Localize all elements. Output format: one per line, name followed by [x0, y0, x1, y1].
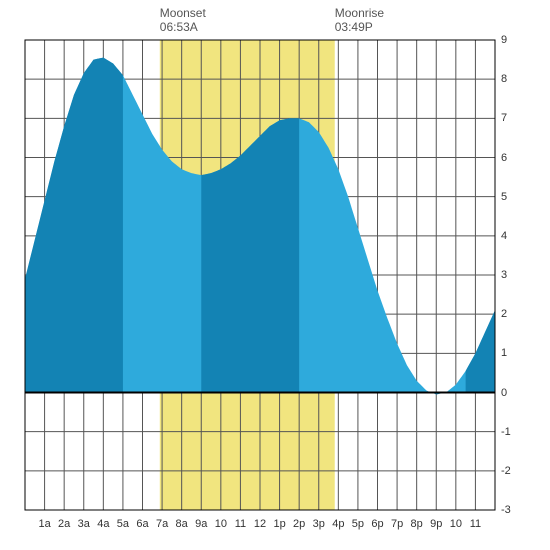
- x-tick-label: 7a: [156, 518, 168, 530]
- x-tick-label: 4a: [97, 518, 109, 530]
- x-tick-label: 8p: [411, 518, 423, 530]
- x-tick-label: 9a: [195, 518, 207, 530]
- moon-event-label: Moonset06:53A: [160, 6, 206, 34]
- x-tick-label: 2p: [293, 518, 305, 530]
- moon-event-label: Moonrise03:49P: [335, 6, 384, 34]
- y-tick-label: 6: [501, 152, 507, 164]
- x-tick-label: 6a: [136, 518, 148, 530]
- y-tick-label: 5: [501, 191, 507, 203]
- moon-event-title: Moonset: [160, 6, 206, 20]
- y-tick-label: 0: [501, 387, 507, 399]
- y-tick-label: 3: [501, 269, 507, 281]
- x-tick-label: 5p: [352, 518, 364, 530]
- x-tick-label: 1a: [38, 518, 50, 530]
- x-tick-label: 10: [215, 518, 227, 530]
- x-tick-label: 3a: [78, 518, 90, 530]
- y-tick-label: -1: [501, 426, 511, 438]
- x-tick-label: 11: [235, 518, 246, 530]
- x-tick-label: 12: [254, 518, 266, 530]
- y-tick-label: 1: [501, 347, 507, 359]
- x-tick-label: 4p: [332, 518, 344, 530]
- x-tick-label: 6p: [371, 518, 383, 530]
- moon-event-time: 03:49P: [335, 20, 384, 34]
- y-tick-label: 4: [501, 230, 507, 242]
- x-tick-label: 8a: [176, 518, 188, 530]
- x-tick-label: 11: [470, 518, 481, 530]
- y-tick-label: -2: [501, 465, 511, 477]
- x-tick-label: 2a: [58, 518, 70, 530]
- y-tick-label: 7: [501, 112, 507, 124]
- chart-canvas: [0, 0, 550, 550]
- x-tick-label: 1p: [273, 518, 285, 530]
- y-tick-label: 8: [501, 73, 507, 85]
- y-tick-label: 2: [501, 308, 507, 320]
- y-tick-label: 9: [501, 34, 507, 46]
- moon-event-title: Moonrise: [335, 6, 384, 20]
- x-tick-label: 7p: [391, 518, 403, 530]
- x-tick-label: 5a: [117, 518, 129, 530]
- moon-event-time: 06:53A: [160, 20, 206, 34]
- tide-chart: 1a2a3a4a5a6a7a8a9a1011121p2p3p4p5p6p7p8p…: [0, 0, 550, 550]
- x-tick-label: 3p: [313, 518, 325, 530]
- x-tick-label: 10: [450, 518, 462, 530]
- x-tick-label: 9p: [430, 518, 442, 530]
- y-tick-label: -3: [501, 504, 511, 516]
